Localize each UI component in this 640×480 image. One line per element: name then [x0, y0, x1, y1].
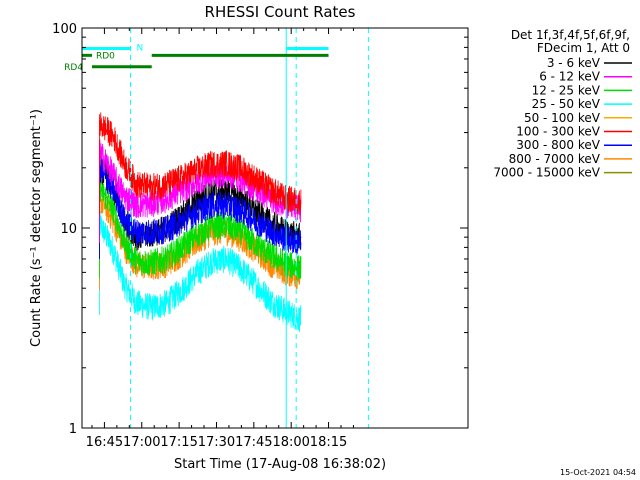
legend-entry-label: 7000 - 15000 keV [493, 166, 600, 180]
legend: Det 1f,3f,4f,5f,6f,9f, FDecim 1, Att 0 3… [493, 28, 632, 180]
legend-entry-label: 12 - 25 keV [532, 83, 601, 97]
series-line [99, 154, 302, 259]
legend-entry-label: 3 - 6 keV [547, 56, 601, 70]
x-tick-label: 16:45 [86, 435, 123, 450]
x-tick-label: 17:45 [235, 435, 272, 450]
series-line [99, 211, 302, 332]
series-line [99, 112, 302, 217]
legend-entry-label: 25 - 50 keV [532, 97, 601, 111]
x-tick-label: 18:15 [310, 435, 347, 450]
footer-timestamp: 15-Oct-2021 04:54 [560, 468, 636, 477]
legend-entry-label: 6 - 12 keV [539, 70, 601, 84]
y-axis-ticks: 1 10 100 [52, 22, 468, 437]
legend-entry-label: 800 - 7000 keV [509, 152, 601, 166]
x-axis-ticks: 16:45 17:00 17:15 17:30 17:45 18:00 18:15 [86, 28, 354, 450]
vertical-markers [130, 28, 369, 428]
legend-header-line-2: FDecim 1, Att 0 [537, 41, 630, 55]
flag-label: RD4 [64, 63, 83, 73]
y-tick-label: 100 [52, 22, 77, 37]
y-tick-label: 10 [60, 222, 77, 237]
x-axis-label: Start Time (17-Aug-08 16:38:02) [174, 457, 386, 472]
x-tick-label: 18:00 [272, 435, 309, 450]
legend-entry-label: 50 - 100 keV [524, 111, 601, 125]
flag-label: RD0 [96, 51, 115, 61]
legend-entry-label: 100 - 300 keV [516, 125, 600, 139]
flag-bars: N RD0 RD4 [64, 43, 329, 73]
y-tick-label: 1 [69, 422, 77, 437]
x-tick-label: 17:00 [123, 435, 160, 450]
chart-title: RHESSI Count Rates [205, 3, 356, 21]
y-axis-label: Count Rate (s⁻¹ detector segment⁻¹) [29, 109, 44, 347]
series-line [99, 185, 302, 290]
series-line [99, 176, 302, 281]
series-layer [99, 112, 302, 332]
legend-entry-label: 300 - 800 keV [516, 138, 600, 152]
flag-label: N [137, 43, 144, 53]
x-tick-label: 17:30 [198, 435, 235, 450]
x-tick-label: 17:15 [160, 435, 197, 450]
legend-header-line-1: Det 1f,3f,4f,5f,6f,9f, [511, 28, 630, 42]
